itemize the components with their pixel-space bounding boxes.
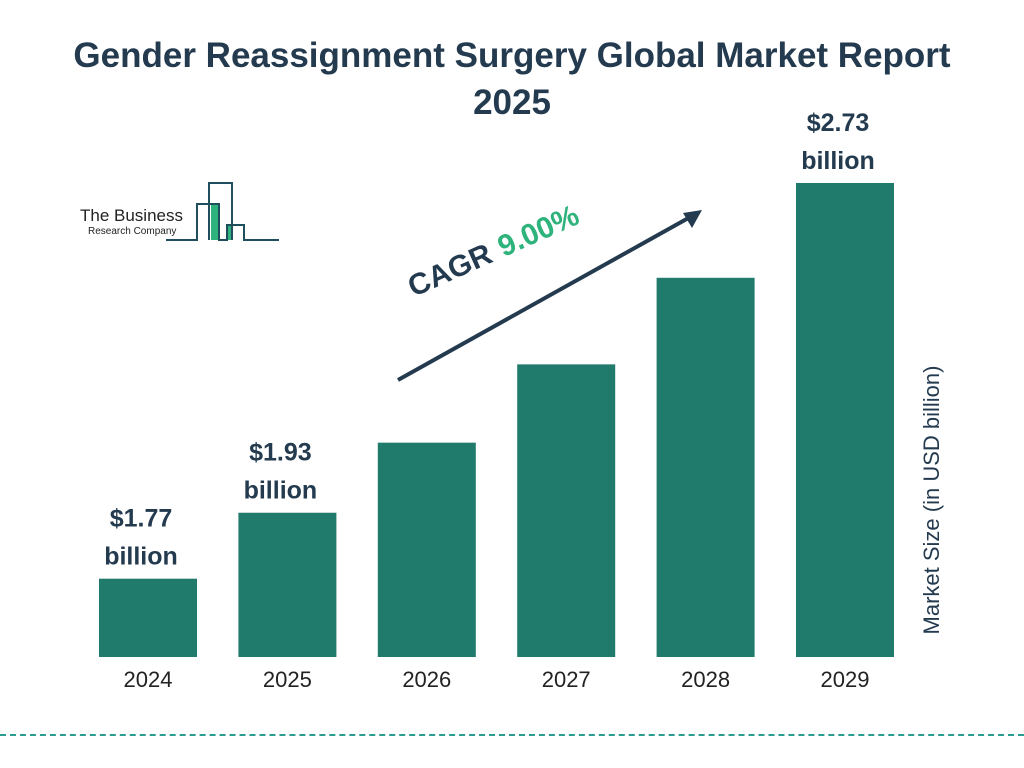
bar-2026 [377, 442, 476, 657]
bar-2029 [796, 183, 894, 657]
chart-title: Gender Reassignment Surgery Global Marke… [73, 36, 951, 122]
company-logo: The Business Research Company [78, 180, 288, 244]
cagr-arrow [397, 214, 693, 382]
bar-2025 [238, 512, 337, 657]
x-tick-label: 2029 [821, 667, 870, 692]
divider [0, 734, 1024, 736]
x-tick-label: 2026 [402, 667, 451, 692]
x-tick-label: 2024 [124, 667, 173, 692]
bar-2024 [99, 578, 197, 657]
logo-buildings-icon [166, 182, 279, 241]
data-label: $2.73 [807, 109, 870, 137]
bar-2028 [656, 277, 755, 657]
bar-2027 [517, 364, 616, 657]
data-label: billion [244, 477, 318, 505]
data-label: $1.77 [110, 505, 173, 533]
x-tick-label: 2028 [681, 667, 730, 692]
cagr-arrowhead-icon [683, 210, 702, 228]
y-axis-label: Market Size (in USD billion) [919, 365, 944, 635]
data-label: $1.93 [249, 439, 312, 467]
data-label: billion [104, 543, 178, 571]
x-tick-label: 2025 [263, 667, 312, 692]
logo-line2: Research Company [88, 226, 177, 237]
x-tick-label: 2027 [542, 667, 591, 692]
data-label: billion [801, 147, 875, 175]
logo-line1: The Business [80, 206, 183, 225]
